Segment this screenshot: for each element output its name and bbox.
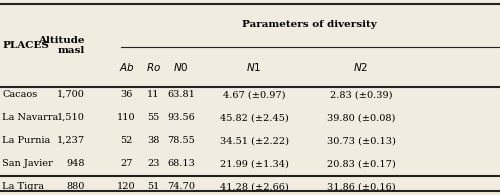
Text: 93.56: 93.56 [167, 113, 195, 122]
Text: 1,237: 1,237 [57, 136, 85, 145]
Text: $\mathit{N0}$: $\mathit{N0}$ [173, 61, 189, 73]
Text: 30.73 (±0.13): 30.73 (±0.13) [326, 136, 396, 145]
Text: 4.67 (±0.97): 4.67 (±0.97) [223, 90, 285, 99]
Text: PLACES: PLACES [2, 41, 50, 50]
Text: La Tigra: La Tigra [2, 182, 44, 191]
Text: 2.83 (±0.39): 2.83 (±0.39) [330, 90, 392, 99]
Text: Altitude
masl: Altitude masl [38, 36, 85, 55]
Text: 34.51 (±2.22): 34.51 (±2.22) [220, 136, 288, 145]
Text: 948: 948 [66, 159, 85, 168]
Text: 55: 55 [148, 113, 160, 122]
Text: 36: 36 [120, 90, 132, 99]
Text: 52: 52 [120, 136, 132, 145]
Text: 38: 38 [148, 136, 160, 145]
Text: Parameters of diversity: Parameters of diversity [242, 20, 377, 29]
Text: La Navarra: La Navarra [2, 113, 59, 122]
Text: 45.82 (±2.45): 45.82 (±2.45) [220, 113, 288, 122]
Text: 1,510: 1,510 [57, 113, 85, 122]
Text: $\mathit{N2}$: $\mathit{N2}$ [354, 61, 368, 73]
Text: $\mathit{Ro}$: $\mathit{Ro}$ [146, 61, 161, 73]
Text: 78.55: 78.55 [167, 136, 195, 145]
Text: 20.83 (±0.17): 20.83 (±0.17) [326, 159, 396, 168]
Text: 68.13: 68.13 [167, 159, 195, 168]
Text: Cacaos: Cacaos [2, 90, 38, 99]
Text: 27: 27 [120, 159, 133, 168]
Text: 74.70: 74.70 [167, 182, 195, 191]
Text: 1,700: 1,700 [57, 90, 85, 99]
Text: 41.28 (±2.66): 41.28 (±2.66) [220, 182, 288, 191]
Text: 110: 110 [117, 113, 136, 122]
Text: 63.81: 63.81 [167, 90, 195, 99]
Text: $\mathit{N1}$: $\mathit{N1}$ [246, 61, 262, 73]
Text: 11: 11 [147, 90, 160, 99]
Text: $\mathit{Ab}$: $\mathit{Ab}$ [118, 61, 134, 73]
Text: 120: 120 [117, 182, 136, 191]
Text: La Purnia: La Purnia [2, 136, 51, 145]
Text: 21.99 (±1.34): 21.99 (±1.34) [220, 159, 288, 168]
Text: 23: 23 [147, 159, 160, 168]
Text: 39.80 (±0.08): 39.80 (±0.08) [327, 113, 395, 122]
Text: 880: 880 [66, 182, 85, 191]
Text: 31.86 (±0.16): 31.86 (±0.16) [326, 182, 396, 191]
Text: 51: 51 [148, 182, 160, 191]
Text: San Javier: San Javier [2, 159, 53, 168]
